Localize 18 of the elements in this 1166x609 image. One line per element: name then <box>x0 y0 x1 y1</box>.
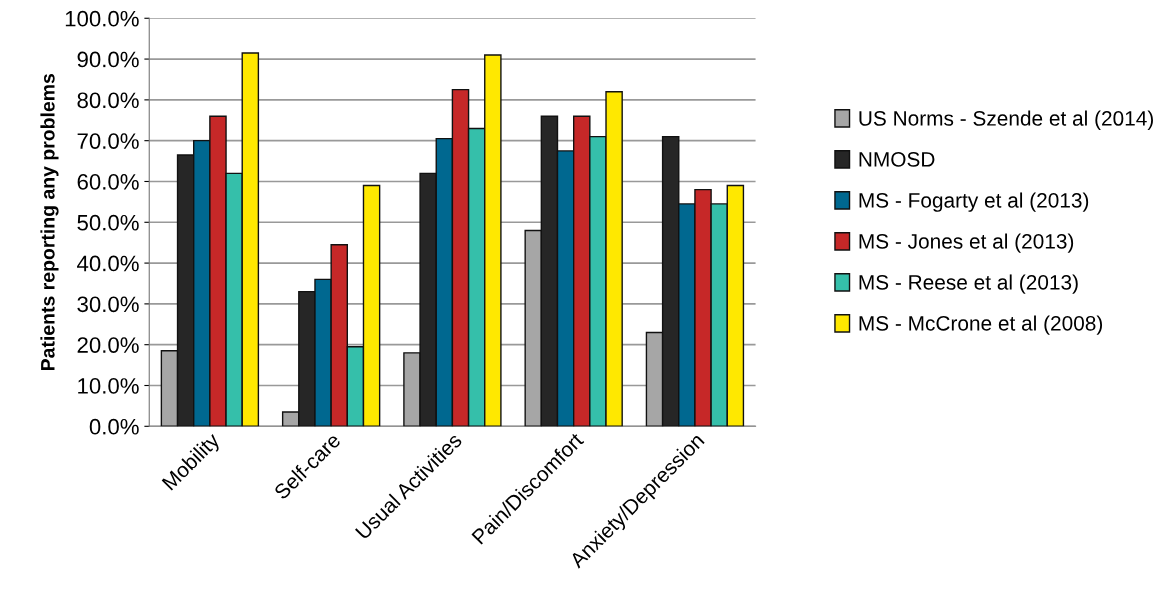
legend-label: MS - Reese et al (2013) <box>859 274 1078 294</box>
y-tick-label: 70.0% <box>77 133 139 149</box>
y-tick-label: 10.0% <box>78 378 139 394</box>
legend-label: MS - Jones et al (2013) <box>859 233 1074 253</box>
y-tick-label: 90.0% <box>77 51 139 68</box>
y-tick-label: 0.0% <box>89 418 139 435</box>
y-tick-label: 40.0% <box>77 255 139 272</box>
legend-label: NMOSD <box>859 152 935 167</box>
legend-label: MS - Fogarty et al (2013) <box>859 192 1089 212</box>
legend-label: MS - McCrone et al (2008) <box>859 315 1103 335</box>
y-axis-title: Patients reporting any problems <box>40 73 59 371</box>
y-tick-label: 20.0% <box>77 337 139 353</box>
legend-label: US Norms - Szende et al (2014) <box>859 110 1153 130</box>
y-tick-label: 30.0% <box>77 296 139 313</box>
y-tick-label: 80.0% <box>77 92 139 109</box>
y-tick-label: 100.0% <box>65 10 139 27</box>
y-tick-label: 60.0% <box>77 174 139 190</box>
y-tick-label: 50.0% <box>77 214 139 231</box>
